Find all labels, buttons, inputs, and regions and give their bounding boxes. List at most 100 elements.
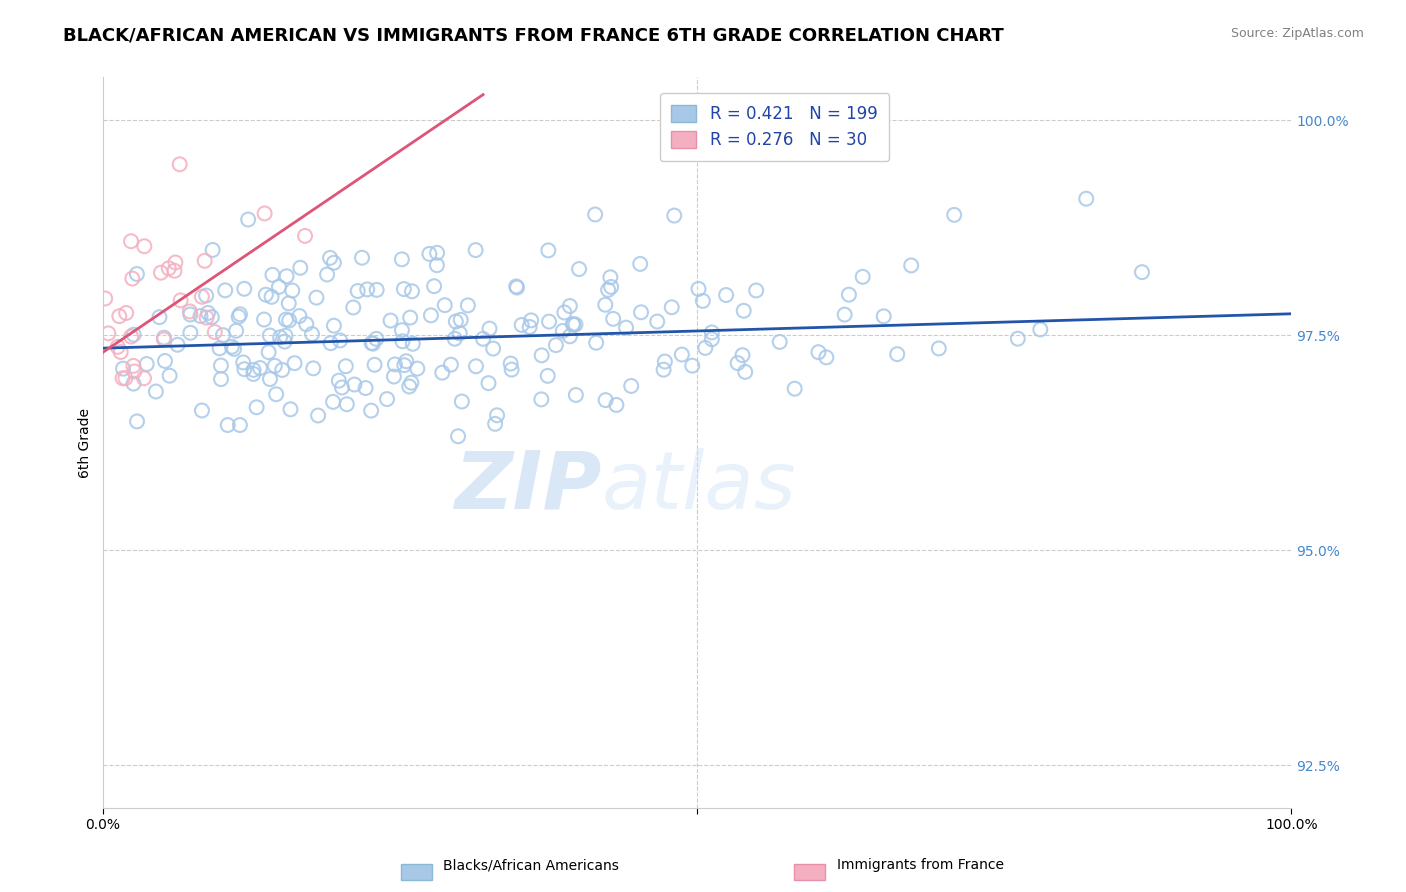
Point [166, 338, 188, 352]
Point [274, 312, 297, 326]
Point [449, 326, 471, 341]
Legend: R = 0.421   N = 199, R = 0.276   N = 30: R = 0.421 N = 199, R = 0.276 N = 30 [659, 93, 889, 161]
Point [815, 351, 838, 365]
Point [253, 312, 276, 326]
Point [273, 334, 295, 349]
Point [406, 361, 429, 376]
Point [727, 356, 749, 370]
Point [537, 315, 560, 329]
Point [564, 318, 586, 332]
Point [169, 293, 191, 308]
Point [329, 334, 352, 348]
Point [107, 340, 129, 354]
Point [394, 358, 416, 372]
Point [537, 368, 560, 383]
Point [440, 358, 463, 372]
Point [731, 348, 754, 362]
Point [600, 280, 623, 294]
Text: BLACK/AFRICAN AMERICAN VS IMMIGRANTS FROM FRANCE 6TH GRADE CORRELATION CHART: BLACK/AFRICAN AMERICAN VS IMMIGRANTS FRO… [63, 27, 1004, 45]
Point [834, 308, 856, 322]
Point [447, 429, 470, 443]
Point [384, 358, 406, 372]
Point [195, 288, 218, 302]
Point [125, 414, 148, 428]
Point [264, 387, 287, 401]
Point [783, 382, 806, 396]
Point [319, 336, 342, 351]
Point [222, 342, 245, 356]
Point [583, 207, 606, 221]
Point [330, 380, 353, 394]
Point [194, 253, 217, 268]
Point [1076, 192, 1098, 206]
Point [163, 264, 186, 278]
Text: ZIP: ZIP [454, 448, 602, 525]
Point [432, 366, 454, 380]
Point [1007, 332, 1029, 346]
Point [259, 372, 281, 386]
Point [900, 259, 922, 273]
Point [700, 332, 723, 346]
Point [346, 284, 368, 298]
Point [614, 320, 637, 334]
Point [277, 296, 299, 310]
Point [838, 287, 860, 301]
Point [886, 347, 908, 361]
Point [671, 347, 693, 361]
Point [114, 371, 136, 385]
Point [214, 283, 236, 297]
Point [595, 393, 617, 408]
Point [208, 341, 231, 355]
Point [605, 398, 627, 412]
Text: Blacks/African Americans: Blacks/African Americans [443, 858, 619, 872]
Point [700, 326, 723, 340]
Point [478, 321, 501, 335]
Point [319, 251, 342, 265]
Point [360, 403, 382, 417]
Point [402, 336, 425, 351]
Point [943, 208, 966, 222]
Point [714, 288, 737, 302]
Point [179, 326, 201, 340]
Point [191, 290, 214, 304]
Point [499, 357, 522, 371]
Point [229, 418, 252, 433]
Point [1130, 265, 1153, 279]
Point [688, 282, 710, 296]
Point [520, 313, 543, 327]
Point [225, 324, 247, 338]
Point [242, 363, 264, 377]
Point [281, 284, 304, 298]
Point [342, 301, 364, 315]
Point [94, 292, 117, 306]
Point [246, 401, 269, 415]
Point [307, 409, 329, 423]
Point [356, 282, 378, 296]
Point [110, 345, 132, 359]
Point [278, 313, 301, 327]
Point [305, 291, 328, 305]
Point [121, 865, 143, 880]
Point [392, 282, 415, 296]
Point [195, 310, 218, 325]
Point [852, 269, 875, 284]
Point [692, 293, 714, 308]
Point [343, 377, 366, 392]
Point [506, 280, 529, 294]
Point [157, 261, 180, 276]
Point [316, 268, 339, 282]
Point [233, 282, 256, 296]
Point [695, 341, 717, 355]
Point [769, 334, 792, 349]
Point [336, 397, 359, 411]
Point [734, 365, 756, 379]
Point [486, 409, 509, 423]
Point [418, 247, 440, 261]
Point [294, 228, 316, 243]
Point [120, 329, 142, 343]
Point [561, 317, 583, 331]
Point [271, 363, 294, 377]
Point [501, 362, 523, 376]
Point [399, 310, 422, 325]
Point [391, 252, 413, 267]
